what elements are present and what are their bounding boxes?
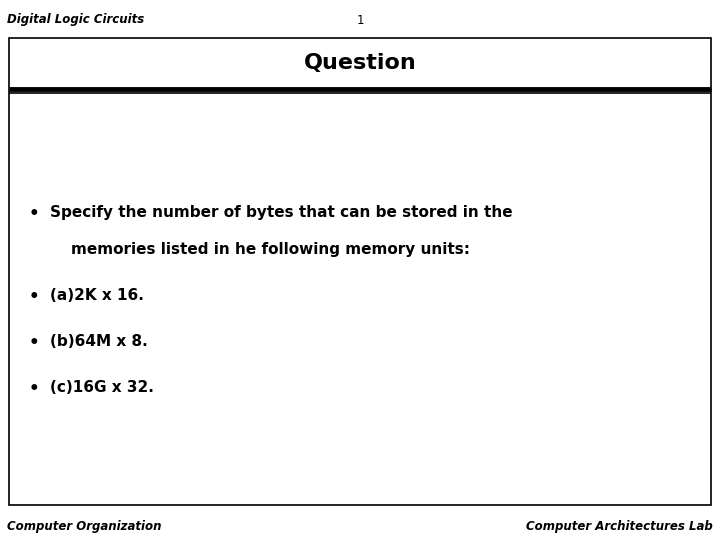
FancyBboxPatch shape — [9, 38, 711, 505]
Text: Digital Logic Circuits: Digital Logic Circuits — [7, 14, 145, 26]
Text: memories listed in he following memory units:: memories listed in he following memory u… — [50, 242, 470, 257]
Text: Specify the number of bytes that can be stored in the: Specify the number of bytes that can be … — [50, 205, 513, 220]
Text: (a)2K x 16.: (a)2K x 16. — [50, 288, 144, 303]
Text: (b)64M x 8.: (b)64M x 8. — [50, 334, 148, 349]
Text: Question: Question — [304, 53, 416, 73]
Text: Computer Architectures Lab: Computer Architectures Lab — [526, 520, 713, 533]
Text: 1: 1 — [356, 14, 364, 26]
Text: Computer Organization: Computer Organization — [7, 520, 162, 533]
Text: •: • — [29, 288, 40, 306]
Text: •: • — [29, 205, 40, 223]
Text: (c)16G x 32.: (c)16G x 32. — [50, 380, 154, 395]
Text: •: • — [29, 380, 40, 397]
Text: •: • — [29, 334, 40, 352]
